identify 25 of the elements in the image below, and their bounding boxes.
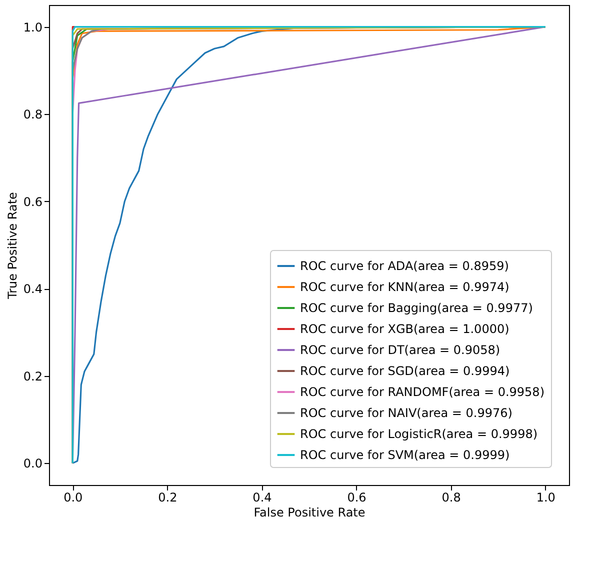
line-series <box>72 26 546 464</box>
x-tick-label: 0.8 <box>442 490 461 504</box>
y-axis-title: True Positive Rate <box>5 192 20 300</box>
x-tick-label: 0.2 <box>158 490 178 504</box>
legend-label: ROC curve for DT(area = 0.9058) <box>300 343 500 357</box>
legend-label: ROC curve for NAIV(area = 0.9976) <box>300 406 512 420</box>
legend-label: ROC curve for LogisticR(area = 0.9998) <box>300 427 538 441</box>
y-tick-label: 0.0 <box>23 456 42 471</box>
x-tick-label: 0.4 <box>252 490 272 504</box>
x-axis-title: False Positive Rate <box>254 506 366 520</box>
y-tick-label: 1.0 <box>23 20 42 34</box>
x-tick-label: 0.6 <box>347 490 366 504</box>
legend-label: ROC curve for XGB(area = 1.0000) <box>300 322 510 336</box>
y-tick-label: 0.6 <box>23 194 42 209</box>
y-tick-label: 0.8 <box>23 108 42 122</box>
x-tick-label: 0.0 <box>64 490 83 504</box>
y-tick-label: 0.2 <box>23 369 42 384</box>
legend-label: ROC curve for ADA(area = 0.8959) <box>300 259 509 273</box>
legend-label: ROC curve for SVM(area = 0.9999) <box>300 448 510 462</box>
legend-label: ROC curve for RANDOMF(area = 0.9958) <box>300 385 544 399</box>
legend-label: ROC curve for KNN(area = 0.9974) <box>300 280 510 294</box>
x-tick-label: 1.0 <box>536 490 556 504</box>
legend-label: ROC curve for Bagging(area = 0.9977) <box>300 301 533 315</box>
y-tick-label: 0.4 <box>23 282 42 296</box>
legend-label: ROC curve for SGD(area = 0.9994) <box>300 364 510 378</box>
